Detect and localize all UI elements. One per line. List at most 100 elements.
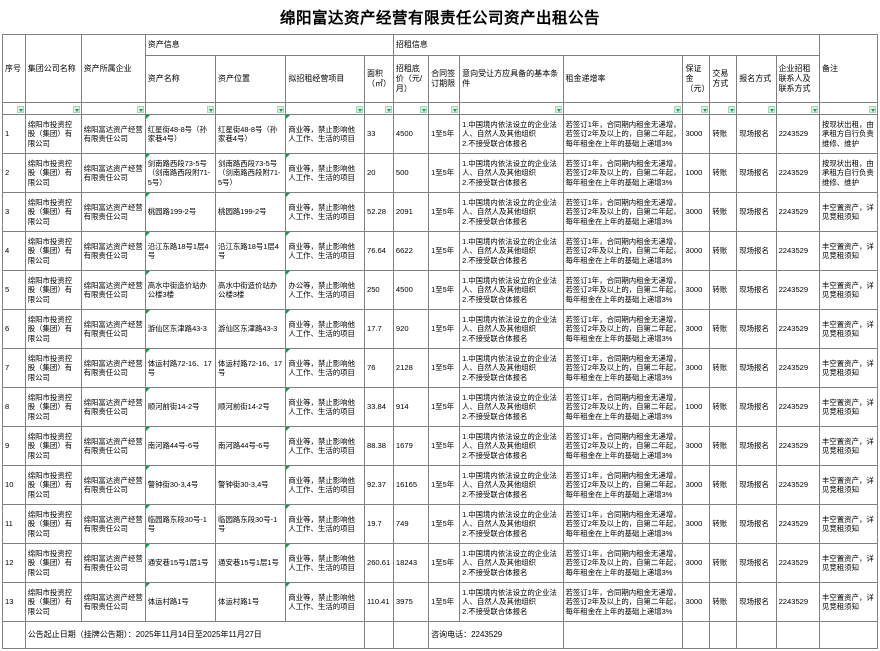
cell-signup-method[interactable]: 现场报名 (736, 270, 777, 310)
cell-floor-price[interactable]: 3975 (392, 582, 430, 622)
filter-dropdown-icon[interactable] (136, 106, 144, 113)
cell-asset-location[interactable]: 警钟街30-3,4号 (215, 465, 287, 505)
cell-contract-term[interactable]: 1至5年 (428, 504, 461, 544)
cell-asset-location[interactable]: 顺河前街14-2号 (215, 387, 287, 427)
cell-asset-location[interactable]: 高水中街造价站办公楼3楼 (215, 270, 287, 310)
table-row[interactable]: 12 绵阳市投资控股（集团）有限公司 绵阳富达资产经营有限责任公司 通安巷15号1层1… (2, 543, 878, 583)
cell-asset-name[interactable]: 沿江东路18号1层4号 (144, 231, 217, 271)
cell-remarks[interactable]: 丰空置资产，详见竞租须知 (819, 543, 878, 583)
cell-contact[interactable]: 2243529 (775, 582, 821, 622)
cell-contract-term[interactable]: 1至5年 (428, 192, 461, 232)
table-row[interactable]: 2 绵阳市投资控股（集团）有限公司 绵阳富达资产经营有限责任公司 剑南路西段73-5号… (2, 153, 878, 193)
cell-payment-method[interactable]: 转账 (709, 543, 738, 583)
cell-intended-business[interactable]: 商业等，禁止影响他人工作、生活的项目 (285, 192, 365, 232)
cell-rent-increase[interactable]: 若签订1年，合同期内租金无递增，若签订2年及以上的，自第二年起，每年租金在上年的… (562, 153, 684, 193)
cell-asset-name[interactable]: 顺河前街14-2号 (144, 387, 217, 427)
cell-asset-name[interactable]: 游仙区东津路43-3 (144, 309, 217, 349)
filter-dropdown-icon[interactable] (554, 106, 562, 113)
autofilter-cell-asset-location[interactable] (215, 102, 287, 115)
cell-deposit[interactable]: 3000 (682, 192, 711, 232)
table-row[interactable]: 11 绵阳市投资控股（集团）有限公司 绵阳富达资产经营有限责任公司 临园路东段30号-… (2, 504, 878, 544)
cell-asset-name[interactable]: 警钟街30-3,4号 (144, 465, 217, 505)
cell-seq[interactable]: 4 (2, 231, 26, 271)
cell-seq[interactable]: 6 (2, 309, 26, 349)
autofilter-cell-deposit[interactable] (682, 102, 711, 115)
cell-bidder-conditions[interactable]: 1.中国境内依法设立的企业法人、自然人及其他组织 2.不接受联合体报名 (459, 504, 564, 544)
cell-owner-enterprise[interactable]: 绵阳富达资产经营有限责任公司 (80, 582, 146, 622)
filter-dropdown-icon[interactable] (674, 106, 682, 113)
cell-remarks[interactable]: 按现状出租，由承租方自行负责维修、维护 (819, 114, 878, 154)
cell-seq[interactable]: 7 (2, 348, 26, 388)
cell-signup-method[interactable]: 现场报名 (736, 426, 777, 466)
cell-bidder-conditions[interactable]: 1.中国境内依法设立的企业法人、自然人及其他组织 2.不接受联合体报名 (459, 309, 564, 349)
filter-dropdown-icon[interactable] (869, 106, 876, 113)
cell-group-company[interactable]: 绵阳市投资控股（集团）有限公司 (24, 504, 82, 544)
cell-deposit[interactable]: 3000 (682, 270, 711, 310)
cell-asset-location[interactable]: 沿江东路18号1层4号 (215, 231, 287, 271)
cell-intended-business[interactable]: 商业等，禁止影响他人工作、生活的项目 (285, 348, 365, 388)
cell-contact[interactable]: 2243529 (775, 270, 821, 310)
cell-group-company[interactable]: 绵阳市投资控股（集团）有限公司 (24, 114, 82, 154)
cell-rent-increase[interactable]: 若签订1年，合同期内租金无递增，若签订2年及以上的，自第二年起，每年租金在上年的… (562, 504, 684, 544)
filter-dropdown-icon[interactable] (767, 106, 775, 113)
cell-intended-business[interactable]: 商业等，禁止影响他人工作、生活的项目 (285, 426, 365, 466)
cell-asset-location[interactable]: 桃园路199-2号 (215, 192, 287, 232)
cell-payment-method[interactable]: 转账 (709, 504, 738, 544)
cell-remarks[interactable]: 丰空置资产，详见竞租须知 (819, 348, 878, 388)
cell-payment-method[interactable]: 转账 (709, 231, 738, 271)
cell-bidder-conditions[interactable]: 1.中国境内依法设立的企业法人、自然人及其他组织 2.不接受联合体报名 (459, 387, 564, 427)
cell-asset-name[interactable]: 剑南路西段73-5号（剑南路西段附71-5号） (144, 153, 217, 193)
cell-rent-increase[interactable]: 若签订1年，合同期内租金无递增，若签订2年及以上的，自第二年起，每年租金在上年的… (562, 387, 684, 427)
cell-remarks[interactable]: 丰空置资产，详见竞租须知 (819, 426, 878, 466)
cell-contract-term[interactable]: 1至5年 (428, 231, 461, 271)
table-row[interactable]: 6 绵阳市投资控股（集团）有限公司 绵阳富达资产经营有限责任公司 游仙区东津路43-3… (2, 309, 878, 349)
cell-contract-term[interactable]: 1至5年 (428, 465, 461, 505)
table-row[interactable]: 3 绵阳市投资控股（集团）有限公司 绵阳富达资产经营有限责任公司 桃园路199-2号桃… (2, 192, 878, 232)
cell-owner-enterprise[interactable]: 绵阳富达资产经营有限责任公司 (80, 153, 146, 193)
cell-owner-enterprise[interactable]: 绵阳富达资产经营有限责任公司 (80, 387, 146, 427)
cell-deposit[interactable]: 3000 (682, 426, 711, 466)
cell-seq[interactable]: 10 (2, 465, 26, 505)
cell-seq[interactable]: 12 (2, 543, 26, 583)
cell-remarks[interactable]: 丰空置资产，详见竞租须知 (819, 465, 878, 505)
cell-asset-name[interactable]: 通安巷15号1层1号 (144, 543, 217, 583)
cell-owner-enterprise[interactable]: 绵阳富达资产经营有限责任公司 (80, 465, 146, 505)
cell-asset-name[interactable]: 临园路东段30号-1号 (144, 504, 217, 544)
cell-remarks[interactable]: 按现状出租，由承租方自行负责维修、维护 (819, 153, 878, 193)
cell-owner-enterprise[interactable]: 绵阳富达资产经营有限责任公司 (80, 504, 146, 544)
cell-area[interactable]: 20 (363, 153, 394, 193)
cell-payment-method[interactable]: 转账 (709, 114, 738, 154)
cell-deposit[interactable]: 3000 (682, 582, 711, 622)
autofilter-cell-rent-increase[interactable] (562, 102, 684, 115)
cell-deposit[interactable]: 3000 (682, 348, 711, 388)
cell-bidder-conditions[interactable]: 1.中国境内依法设立的企业法人、自然人及其他组织 2.不接受联合体报名 (459, 465, 564, 505)
cell-floor-price[interactable]: 1679 (392, 426, 430, 466)
filter-dropdown-icon[interactable] (277, 106, 285, 113)
cell-deposit[interactable]: 3000 (682, 309, 711, 349)
cell-owner-enterprise[interactable]: 绵阳富达资产经营有限责任公司 (80, 231, 146, 271)
cell-deposit[interactable]: 3000 (682, 231, 711, 271)
cell-group-company[interactable]: 绵阳市投资控股（集团）有限公司 (24, 192, 82, 232)
cell-floor-price[interactable]: 920 (392, 309, 430, 349)
cell-payment-method[interactable]: 转账 (709, 309, 738, 349)
autofilter-cell-group-company[interactable] (24, 102, 82, 115)
cell-signup-method[interactable]: 现场报名 (736, 543, 777, 583)
cell-intended-business[interactable]: 商业等，禁止影响他人工作、生活的项目 (285, 153, 365, 193)
cell-asset-location[interactable]: 剑南路西段73-5号（剑南路西段附71-5号） (215, 153, 287, 193)
cell-bidder-conditions[interactable]: 1.中国境内依法设立的企业法人、自然人及其他组织 2.不接受联合体报名 (459, 114, 564, 154)
cell-asset-name[interactable]: 高水中街造价站办公楼3楼 (144, 270, 217, 310)
cell-rent-increase[interactable]: 若签订1年，合同期内租金无递增，若签订2年及以上的，自第二年起，每年租金在上年的… (562, 543, 684, 583)
cell-area[interactable]: 33.84 (363, 387, 394, 427)
cell-floor-price[interactable]: 2128 (392, 348, 430, 388)
cell-seq[interactable]: 2 (2, 153, 26, 193)
table-row[interactable]: 13 绵阳市投资控股（集团）有限公司 绵阳富达资产经营有限责任公司 体运村路1号 体运村… (2, 582, 878, 622)
cell-asset-location[interactable]: 红星街48-8号（孙家巷4号） (215, 114, 287, 154)
autofilter-cell-bidder-conditions[interactable] (459, 102, 564, 115)
cell-intended-business[interactable]: 商业等，禁止影响他人工作、生活的项目 (285, 543, 365, 583)
cell-seq[interactable]: 8 (2, 387, 26, 427)
cell-area[interactable]: 110.41 (363, 582, 394, 622)
autofilter-cell-intended-business[interactable] (285, 102, 365, 115)
autofilter-cell-contact[interactable] (775, 102, 821, 115)
cell-remarks[interactable]: 丰空置资产，详见竞租须知 (819, 387, 878, 427)
cell-deposit[interactable]: 3000 (682, 543, 711, 583)
